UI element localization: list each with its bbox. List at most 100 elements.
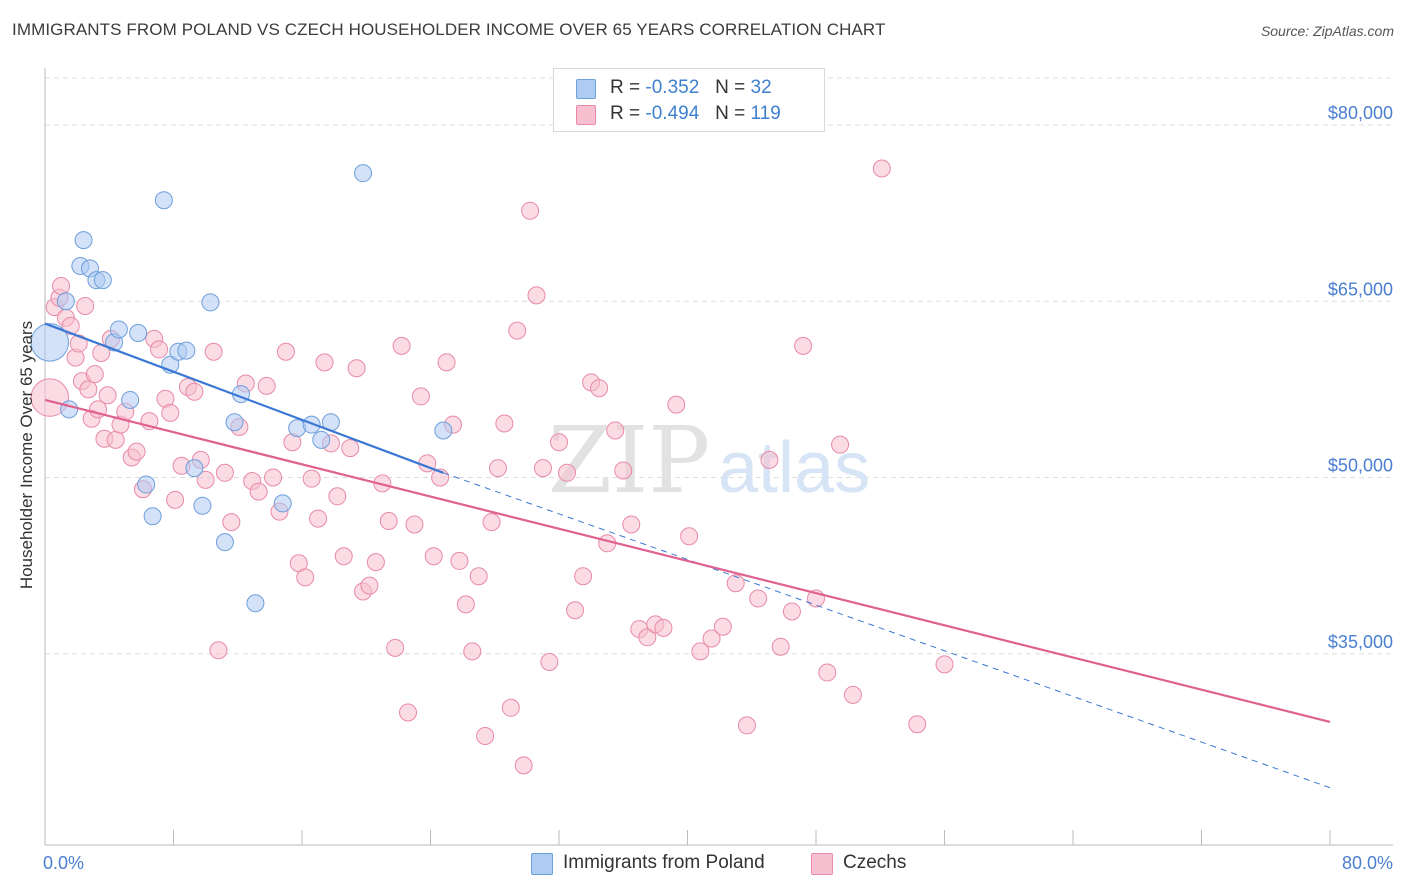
czechs-points (30, 159, 954, 775)
czech-point (469, 567, 488, 586)
czech-point (392, 336, 411, 355)
czech-point (831, 435, 850, 454)
czech-point (399, 703, 418, 722)
poland-point (74, 231, 93, 250)
tick-labels: $80,000 $65,000 $50,000 $35,000 0.0% 80.0% (43, 103, 1393, 873)
czech-point (667, 395, 686, 414)
chart-source: Source: ZipAtlas.com (1260, 23, 1394, 39)
czech-point (654, 618, 673, 637)
y-tick-label: $35,000 (1328, 632, 1393, 652)
poland-point (193, 496, 212, 515)
czech-point (296, 568, 315, 587)
poland-point (121, 390, 140, 409)
czech-point (264, 468, 283, 487)
poland-trend-extension (443, 472, 1331, 789)
czech-point (302, 469, 321, 488)
poland-point (137, 475, 156, 494)
czech-point (405, 515, 424, 534)
czech-point (127, 442, 146, 461)
czech-point (456, 595, 475, 614)
czech-point (794, 336, 813, 355)
poland-point (354, 164, 373, 183)
czech-point (222, 513, 241, 532)
czech-point (508, 321, 527, 340)
axes (44, 68, 1393, 846)
czech-point (558, 463, 577, 482)
czech-point (379, 511, 398, 530)
czech-point (209, 641, 228, 660)
poland-point (143, 507, 162, 526)
czech-point (98, 386, 117, 405)
legend-row-czech: R = -0.494 N = 119 (554, 101, 824, 127)
czech-point (843, 685, 862, 704)
czech-point (76, 296, 95, 315)
bottom-legend-swatch-czech (811, 853, 833, 875)
legend-r-value-poland: -0.352 (645, 77, 700, 98)
czech-point (782, 602, 801, 621)
bottom-legend-swatch-poland (531, 853, 553, 875)
poland-point (129, 323, 148, 342)
czech-point (574, 567, 593, 586)
watermark-zip: ZIP (548, 407, 710, 514)
czech-point (52, 276, 71, 295)
legend-swatch-poland (576, 79, 596, 99)
czech-point (463, 642, 482, 661)
czech-point (540, 652, 559, 671)
czech-point (328, 487, 347, 506)
y-axis-label: Householder Income Over 65 years (17, 320, 36, 590)
czech-point (514, 756, 533, 775)
x-tick-label-min: 0.0% (43, 853, 84, 873)
poland-point (225, 413, 244, 432)
legend-n-label: N = (715, 103, 746, 124)
poland-point (273, 494, 292, 513)
czech-point (79, 380, 98, 399)
legend-n-value-poland: 32 (750, 77, 772, 98)
stats-legend: R = -0.352 N = 32 R = -0.494 N = 119 (553, 68, 825, 132)
czech-point (482, 513, 501, 532)
x-tick-label-max: 80.0% (1342, 853, 1393, 873)
poland-point (185, 459, 204, 478)
czech-point (150, 340, 169, 359)
czech-point (680, 527, 699, 546)
czech-point (249, 482, 268, 501)
czech-point (737, 716, 756, 735)
poland-point (56, 292, 75, 311)
czech-point (204, 342, 223, 361)
y-tick-label: $50,000 (1328, 456, 1393, 476)
czech-point (702, 629, 721, 648)
legend-n-value-czech: 119 (750, 103, 781, 124)
czech-point (713, 617, 732, 636)
czech-point (566, 601, 585, 620)
poland-point (201, 293, 220, 312)
czech-point (622, 515, 641, 534)
czech-point (521, 201, 540, 220)
czech-point (166, 490, 185, 509)
czech-point (818, 663, 837, 682)
czech-point (411, 387, 430, 406)
czech-point (771, 637, 790, 656)
czech-point (527, 286, 546, 305)
czech-point (908, 715, 927, 734)
czech-point (309, 509, 328, 528)
poland-point (30, 323, 70, 362)
poland-point (312, 430, 331, 449)
legend-r-value-czech: -0.494 (645, 103, 700, 124)
legend-swatch-czech (576, 105, 596, 125)
czech-point (495, 414, 514, 433)
czech-point (185, 382, 204, 401)
czech-point (501, 698, 520, 717)
poland-point (215, 533, 234, 552)
poland-point (154, 191, 173, 210)
czech-point (476, 727, 495, 745)
czech-point (276, 342, 295, 361)
czech-point (386, 638, 405, 657)
czech-point (334, 547, 353, 566)
legend-n-label: N = (715, 77, 746, 98)
czech-point (61, 316, 80, 335)
y-tick-label: $65,000 (1328, 279, 1393, 299)
czech-point (726, 574, 745, 593)
bottom-legend-label-czech: Czechs (843, 852, 907, 873)
czech-point (638, 628, 657, 647)
poland-trend-line (44, 322, 444, 474)
czech-point (30, 378, 70, 417)
